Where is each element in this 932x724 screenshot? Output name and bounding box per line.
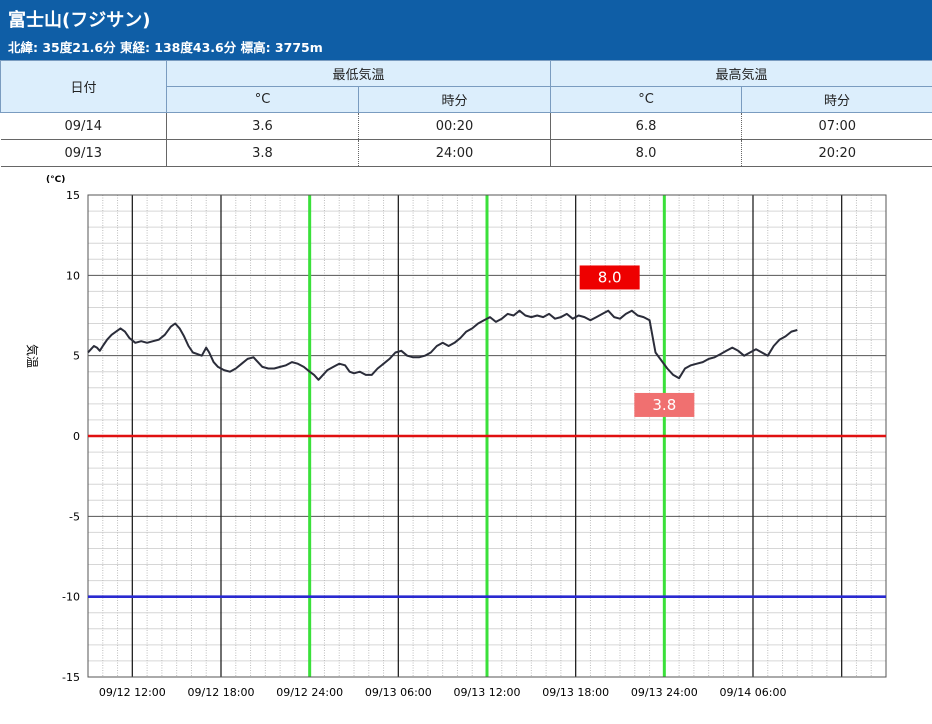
row-min-time: 00:20 xyxy=(358,112,552,140)
temperature-chart: 15 10 5 0 -5 -10 -15 09/12 12:00 09/12 18:00 09/1… xyxy=(25,175,887,699)
y-tick-label: 5 xyxy=(73,350,80,363)
y-tick-label: 15 xyxy=(66,189,80,202)
temperature-summary-table: 日付 最低気温 最高気温 °C 時分 °C 時分 09/14 3.6 00:20… xyxy=(0,60,932,167)
y-tick-label: -10 xyxy=(62,591,80,604)
min-time-header: 時分 xyxy=(357,86,552,113)
x-tick-label: 09/13 12:00 xyxy=(454,686,521,699)
y-tick-label: -5 xyxy=(69,510,80,523)
table-row: 09/13 3.8 24:00 8.0 20:20 xyxy=(0,139,932,167)
min-temp-header: 最低気温 xyxy=(165,60,552,87)
row-max-temp: 6.8 xyxy=(550,112,743,140)
y-unit-label: (°C) xyxy=(46,175,65,185)
max-time-header: 時分 xyxy=(741,86,932,113)
y-tick-label: 0 xyxy=(73,430,80,443)
row-max-time: 07:00 xyxy=(741,112,932,140)
y-tick-label: 10 xyxy=(66,269,80,282)
series-layer xyxy=(87,309,798,381)
row-min-temp: 3.8 xyxy=(166,139,359,167)
y-axis-label: 気温 xyxy=(25,344,40,368)
station-location-info: 北緯: 35度21.6分 東経: 138度43.6分 標高: 3775m xyxy=(8,40,323,55)
row-date: 09/13 xyxy=(0,139,167,167)
table-row: 09/14 3.6 00:20 6.8 07:00 xyxy=(0,112,932,140)
x-tick-label: 09/13 18:00 xyxy=(542,686,609,699)
x-tick-label: 09/13 06:00 xyxy=(365,686,432,699)
x-tick-label: 09/12 24:00 xyxy=(276,686,343,699)
x-tick-label: 09/12 18:00 xyxy=(188,686,255,699)
annotation-label: 8.0 xyxy=(598,268,622,286)
row-min-time: 24:00 xyxy=(358,139,552,167)
row-max-time: 20:20 xyxy=(741,139,932,167)
x-tick-label: 09/12 12:00 xyxy=(99,686,166,699)
axis-labels: 15 10 5 0 -5 -10 -15 09/12 12:00 09/12 18:00 09/1… xyxy=(62,189,786,699)
row-date: 09/14 xyxy=(0,112,167,140)
annotation-label: 3.8 xyxy=(652,396,676,414)
y-tick-label: -15 xyxy=(62,671,80,684)
annotations: 8.0 3.8 xyxy=(579,265,695,417)
annotation-box xyxy=(634,392,695,417)
date-column-header: 日付 xyxy=(0,60,167,113)
max-temp-unit-header: °C xyxy=(550,86,743,113)
station-name: 富士山(フジサン) xyxy=(8,10,151,31)
row-min-temp: 3.6 xyxy=(166,112,359,140)
station-header: 富士山(フジサン) 北緯: 35度21.6分 東経: 138度43.6分 標高:… xyxy=(0,0,932,60)
x-tick-label: 09/13 24:00 xyxy=(631,686,698,699)
annotation-box xyxy=(579,265,640,290)
reference-lines xyxy=(88,434,886,598)
x-tick-label: 09/14 06:00 xyxy=(720,686,787,699)
row-max-temp: 8.0 xyxy=(550,139,743,167)
max-temp-header: 最高気温 xyxy=(550,60,932,87)
temperature-series-line xyxy=(87,309,798,381)
min-temp-unit-header: °C xyxy=(166,86,359,113)
